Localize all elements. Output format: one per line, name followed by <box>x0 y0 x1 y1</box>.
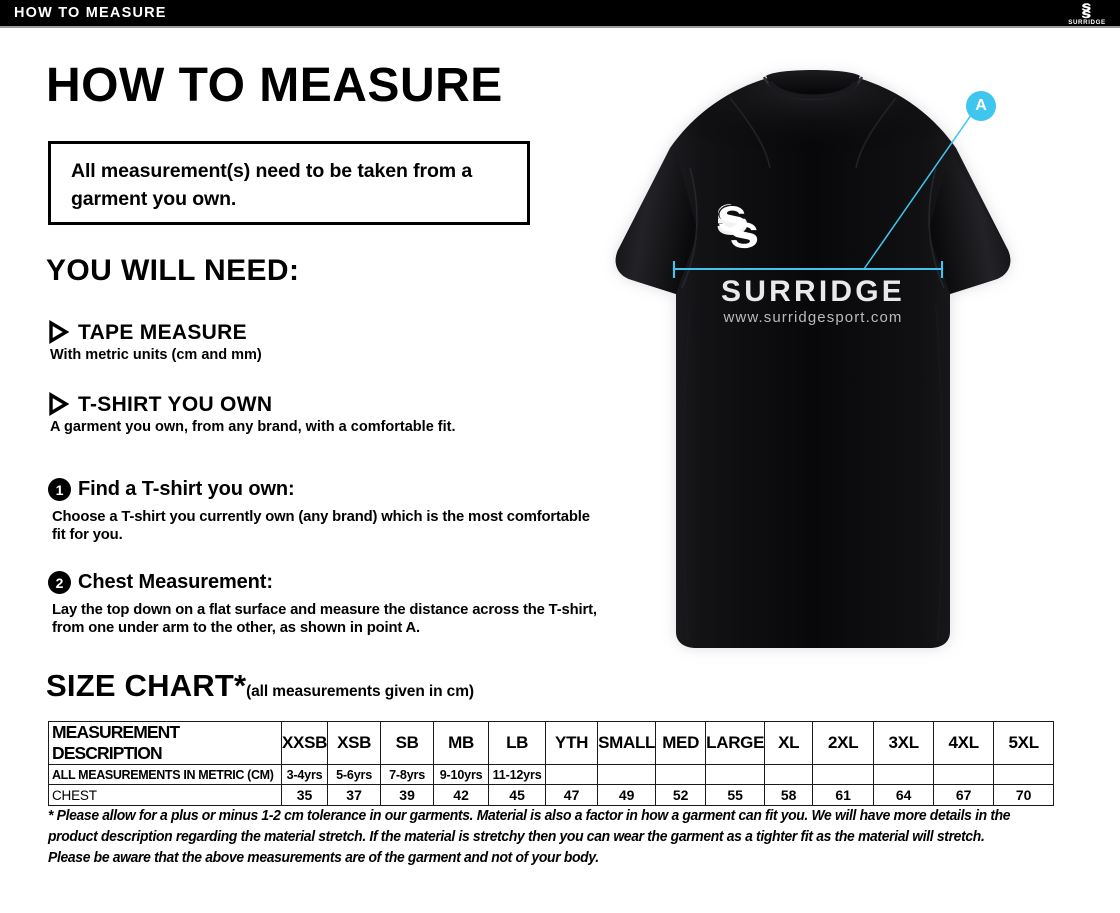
table-cell: 61 <box>812 784 875 806</box>
shirt-body <box>615 74 1011 648</box>
table-cell <box>812 764 875 785</box>
top-bar-title: HOW TO MEASURE <box>14 5 167 21</box>
step-title: Find a T-shirt you own: <box>78 478 295 500</box>
table-cell: 3-4yrs <box>280 764 329 785</box>
table-header-cell: 5XL <box>993 721 1055 765</box>
table-cell: 49 <box>597 784 657 806</box>
table-header-cell: SMALL <box>597 721 657 765</box>
measurement-leader-line <box>863 107 977 270</box>
table-cell: 64 <box>873 784 935 806</box>
need-item-sub: With metric units (cm and mm) <box>50 347 262 363</box>
you-will-need-heading: YOU WILL NEED: <box>46 254 300 287</box>
table-cell: 35 <box>280 784 329 806</box>
size-chart-heading: SIZE CHART*(all measurements given in cm… <box>46 668 474 704</box>
table-cell: 58 <box>764 784 814 806</box>
table-cell <box>764 764 814 785</box>
table-header-cell: XL <box>764 721 814 765</box>
top-bar: HOW TO MEASURE SURRIDGE <box>0 0 1120 26</box>
shirt-sleeve-left <box>615 152 698 294</box>
garment-brand-text: SURRIDGE <box>721 275 905 308</box>
page-title: HOW TO MEASURE <box>46 59 503 112</box>
step-title: Chest Measurement: <box>78 571 273 593</box>
table-cell: 9-10yrs <box>433 764 490 785</box>
table-header-cell: MB <box>433 721 490 765</box>
table-row: ALL MEASUREMENTS IN METRIC (CM) 3-4yrs 5… <box>48 764 1055 785</box>
table-header-cell: 4XL <box>933 721 995 765</box>
triangle-bullet-icon <box>48 319 70 345</box>
surridge-s-logo-icon <box>717 204 758 249</box>
table-header-row: MEASUREMENT DESCRIPTION XXSB XSB SB MB L… <box>48 721 1055 765</box>
table-header-cell: 2XL <box>812 721 875 765</box>
table-cell: 7-8yrs <box>380 764 435 785</box>
top-bar-divider <box>0 26 1120 28</box>
table-cell <box>933 764 995 785</box>
shirt-collar <box>766 70 860 96</box>
step-body: Choose a T-shirt you currently own (any … <box>52 509 590 544</box>
table-cell <box>545 764 599 785</box>
table-header-cell: SB <box>380 721 435 765</box>
table-header-cell: XSB <box>327 721 382 765</box>
size-chart-heading-note: (all measurements given in cm) <box>246 683 474 700</box>
surridge-s-logo-icon: SURRIDGE <box>1064 1 1110 26</box>
table-cell: 55 <box>705 784 766 806</box>
table-cell: 39 <box>380 784 435 806</box>
table-header-cell: LB <box>488 721 547 765</box>
garment-brand-url: www.surridgesport.com <box>723 309 903 326</box>
table-cell: 67 <box>933 784 995 806</box>
step-body: Lay the top down on a flat surface and m… <box>52 602 597 637</box>
shirt-sleeve-right <box>928 152 1011 294</box>
need-item-title: TAPE MEASURE <box>78 321 247 344</box>
measurement-marker-a: A <box>966 91 996 121</box>
table-cell <box>705 764 766 785</box>
table-cell: 45 <box>488 784 547 806</box>
table-header-cell: YTH <box>545 721 599 765</box>
need-item-sub: A garment you own, from any brand, with … <box>50 419 456 435</box>
callout-text: All measurement(s) need to be taken from… <box>71 160 473 210</box>
table-cell: 52 <box>655 784 707 806</box>
table-row: CHEST 35 37 39 42 45 47 49 52 55 58 61 6… <box>48 784 1055 806</box>
table-cell: 11-12yrs <box>488 764 547 785</box>
table-header-cell: MED <box>655 721 707 765</box>
callout-box: All measurement(s) need to be taken from… <box>48 141 530 225</box>
triangle-bullet-icon <box>48 391 70 417</box>
table-cell: 47 <box>545 784 599 806</box>
table-row-label: CHEST <box>48 784 282 806</box>
size-chart-table: MEASUREMENT DESCRIPTION XXSB XSB SB MB L… <box>48 721 1055 806</box>
table-row-label: ALL MEASUREMENTS IN METRIC (CM) <box>48 764 282 785</box>
table-header-cell: 3XL <box>873 721 935 765</box>
size-chart-heading-star: * <box>234 668 247 703</box>
table-cell <box>873 764 935 785</box>
step-number-badge: 2 <box>48 571 71 594</box>
table-header-cell: MEASUREMENT DESCRIPTION <box>48 721 282 765</box>
table-header-cell: XXSB <box>280 721 329 765</box>
table-cell: 37 <box>327 784 382 806</box>
table-header-cell: LARGE <box>705 721 766 765</box>
svg-text:SURRIDGE: SURRIDGE <box>1068 19 1105 26</box>
size-chart-footnote: * Please allow for a plus or minus 1-2 c… <box>48 808 1011 866</box>
chest-measurement-line <box>672 261 944 278</box>
table-cell: 70 <box>993 784 1055 806</box>
table-cell: 42 <box>433 784 490 806</box>
table-cell <box>993 764 1055 785</box>
garment-illustration: SURRIDGE www.surridgesport.com <box>578 36 1048 664</box>
size-chart-heading-main: SIZE CHART <box>46 668 234 703</box>
table-cell <box>597 764 657 785</box>
table-cell: 5-6yrs <box>327 764 382 785</box>
table-cell <box>655 764 707 785</box>
need-item-title: T-SHIRT YOU OWN <box>78 393 273 416</box>
step-number-badge: 1 <box>48 478 71 501</box>
